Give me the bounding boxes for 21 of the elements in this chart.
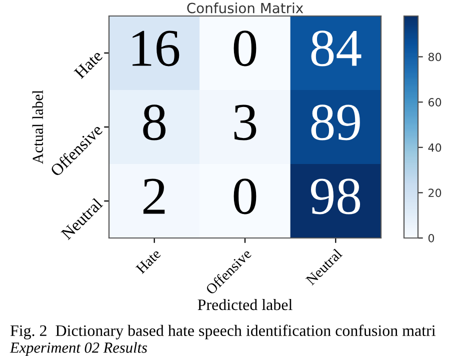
chart-title: Confusion Matrix	[187, 2, 304, 14]
data-label: 16	[132, 30, 180, 66]
color-bar-label: 60	[428, 98, 442, 106]
y-axis-title: Actual label	[32, 90, 44, 164]
data-label: 98	[310, 178, 360, 214]
color-bar-label: 20	[428, 188, 442, 198]
data-label: 89	[311, 104, 360, 140]
x-axis-title: Predicted label	[198, 298, 292, 310]
data-label: 8	[143, 104, 166, 140]
color-bar-label: 80	[428, 52, 442, 62]
text: Experiment 02 Results	[10, 342, 148, 356]
caption: Fig. 2 Dictionary based hate speech identification confusion matri	[10, 324, 436, 340]
y-tick-label: Hate	[74, 50, 104, 80]
color-bar-label: 40	[428, 143, 442, 152]
data-label: 3	[234, 104, 256, 140]
data-label: 84	[311, 30, 362, 66]
data-label: 2	[143, 178, 165, 214]
color-bar-label: 0	[428, 234, 434, 242]
data-label: 0	[234, 30, 256, 66]
data-label: 0	[234, 178, 256, 214]
x-tick-label: Hate	[136, 248, 162, 274]
